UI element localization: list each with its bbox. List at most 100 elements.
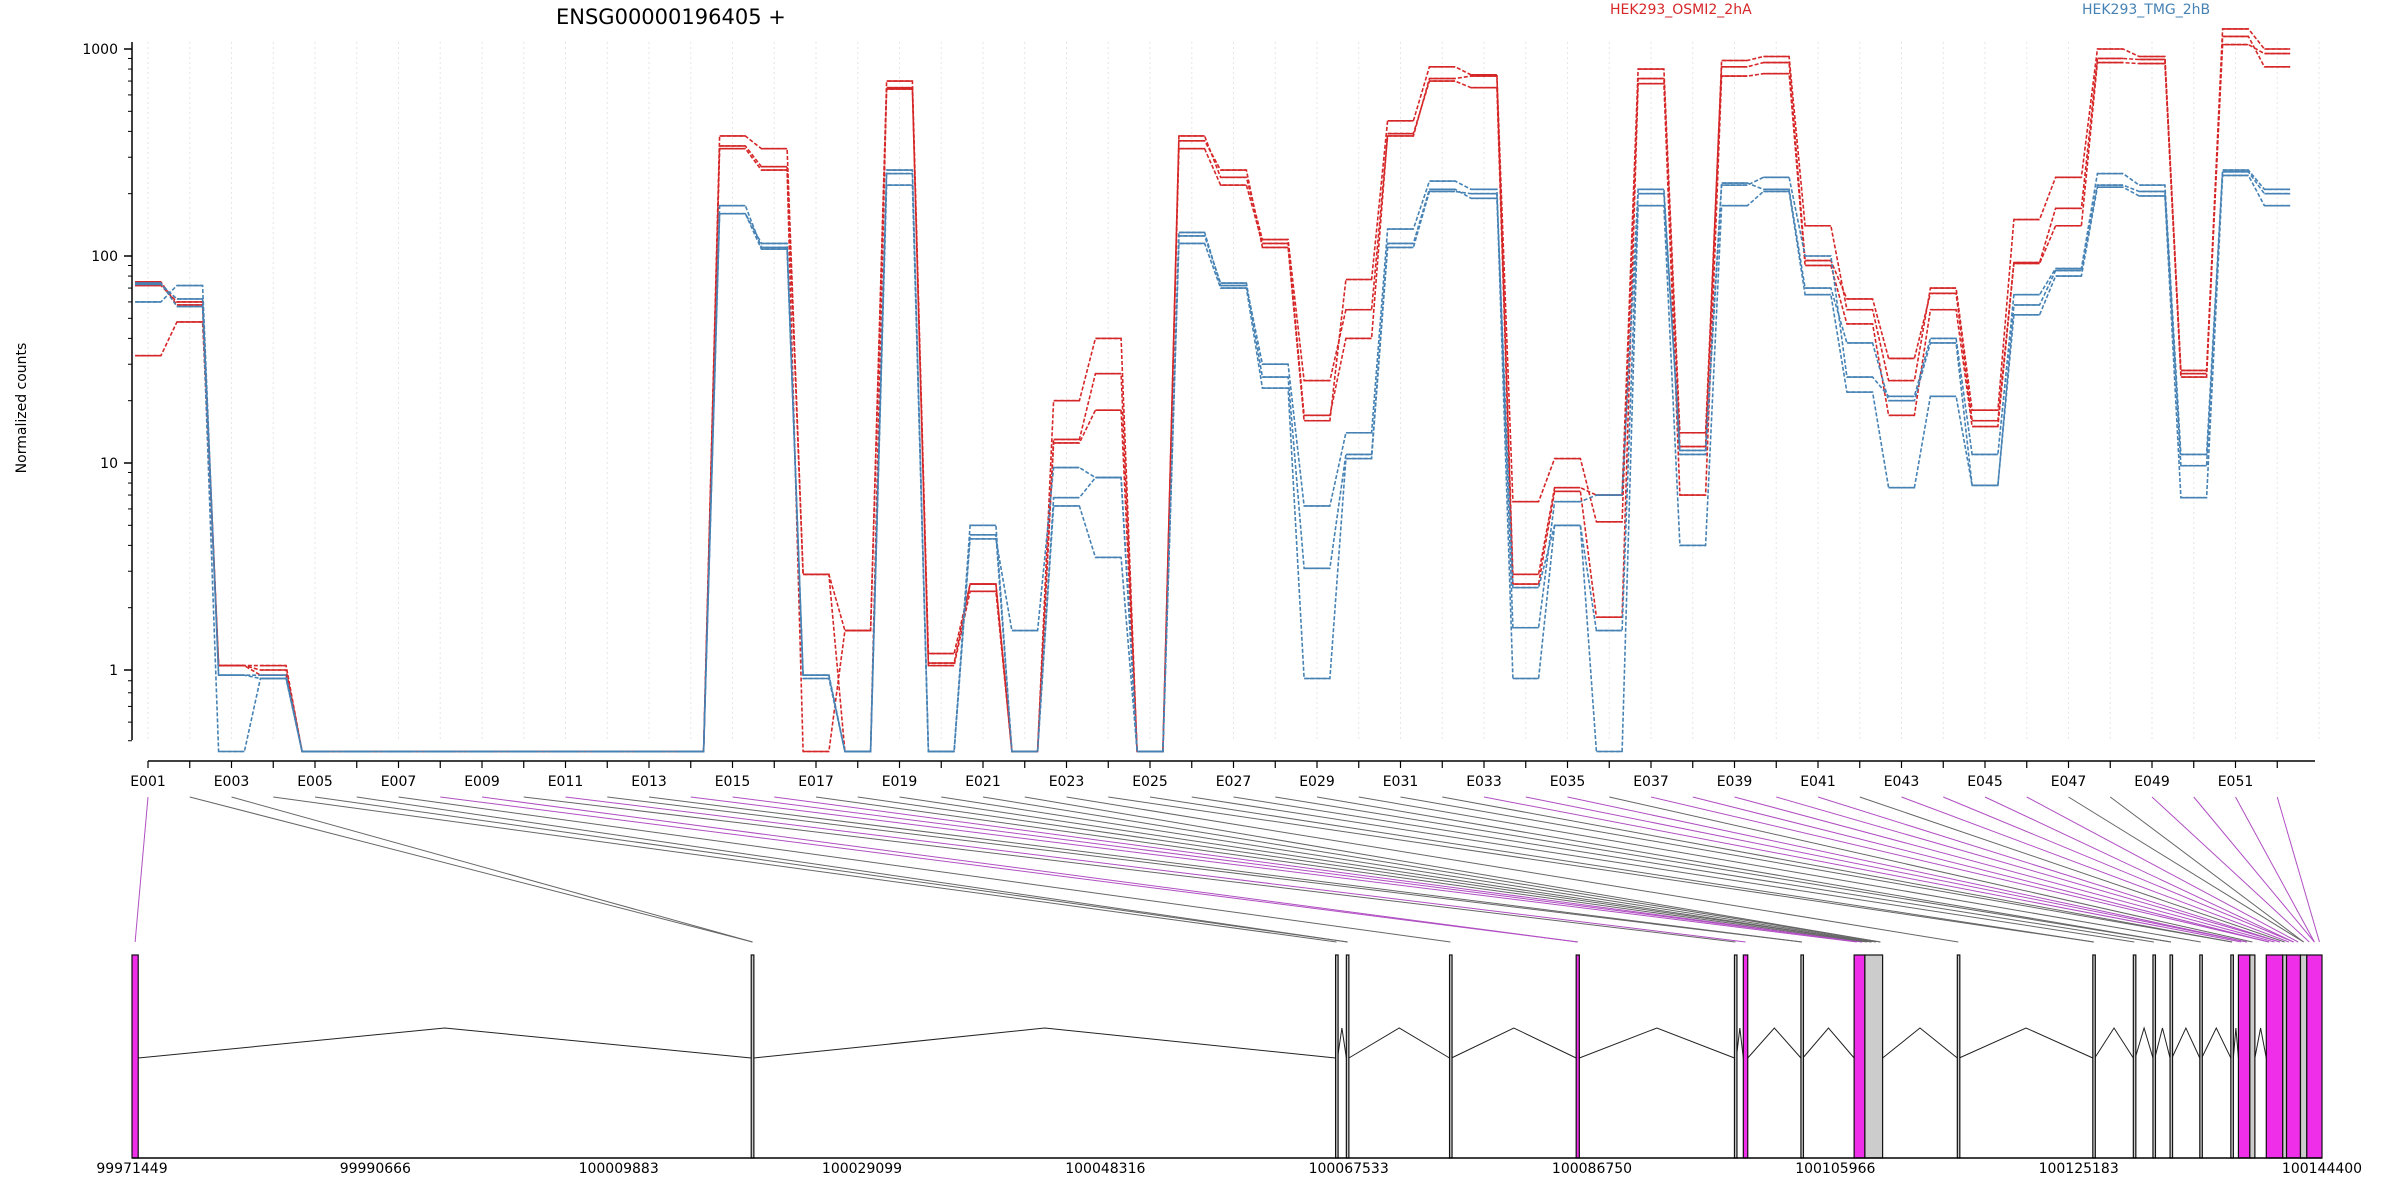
exon-block-highlighted <box>1575 954 1580 1159</box>
exon-block <box>1800 954 1805 1159</box>
intron-line <box>1579 1027 1735 1059</box>
x-tick-label: E039 <box>1717 774 1753 790</box>
bin-connector <box>356 796 1348 943</box>
genomic-tick-label: 100144400 <box>2282 1161 2362 1177</box>
bin-connector <box>1817 796 2281 943</box>
exon-block-highlighted <box>2237 954 2251 1159</box>
x-tick-label: E025 <box>1132 774 1168 790</box>
x-tick-label: E011 <box>548 774 584 790</box>
bin-connector <box>565 796 1746 943</box>
legend-entry-tmg: HEK293_TMG_2hB <box>2082 2 2210 18</box>
x-tick-label: E035 <box>1550 774 1586 790</box>
exon-block-highlighted <box>1742 954 1749 1159</box>
intron-line <box>2232 1027 2239 1059</box>
bin-connector <box>815 796 1868 943</box>
bin-connector <box>648 796 1802 943</box>
intron-line <box>1348 1027 1450 1059</box>
bin-connector <box>1734 796 2275 943</box>
chart-title: ENSG00000196405 + <box>556 5 786 29</box>
bin-connector <box>2109 796 2304 943</box>
series-line <box>135 28 2291 753</box>
y-tick-label: 1 <box>109 663 118 679</box>
intron-line <box>138 1027 752 1059</box>
x-tick-label: E013 <box>631 774 667 790</box>
y-axis-label: Normalized counts <box>14 343 30 474</box>
genomic-tick-label: 100048316 <box>1065 1161 1145 1177</box>
intron-line <box>753 1027 1336 1059</box>
gene-model <box>131 954 2323 1159</box>
bin-connector <box>398 796 1451 943</box>
exon-bin-axis: E001 E003 E005 E007 E009 E011 E013 E015 E017 E019… <box>130 760 2315 790</box>
exon-block <box>750 954 755 1159</box>
bin-connector <box>1400 796 2233 943</box>
x-tick-label: E047 <box>2051 774 2087 790</box>
bin-connector <box>1650 796 2270 943</box>
bin-connector <box>2151 796 2310 943</box>
exon-block-highlighted <box>2306 954 2323 1159</box>
series-line <box>135 174 2291 753</box>
x-tick-label: E051 <box>2218 774 2254 790</box>
bin-connector <box>982 796 1881 943</box>
exon-block <box>2230 954 2234 1159</box>
series-line <box>135 35 2291 753</box>
bin-connector <box>2276 796 2320 943</box>
series-lines <box>135 28 2291 753</box>
bin-connector <box>774 796 1863 943</box>
series-line <box>135 43 2291 753</box>
grid-lines <box>147 42 2320 740</box>
x-tick-label: E015 <box>715 774 751 790</box>
exon-block <box>1345 954 1350 1159</box>
exon-block <box>2199 954 2203 1159</box>
series-line <box>135 169 2291 753</box>
x-tick-label: E027 <box>1216 774 1252 790</box>
bin-connector <box>1233 796 2154 943</box>
bin-connector <box>1692 796 2270 943</box>
bin-connector <box>1024 796 1881 943</box>
exon-block <box>2299 954 2308 1159</box>
x-tick-label: E023 <box>1049 774 1085 790</box>
exon-block <box>2132 954 2137 1159</box>
bin-connector <box>690 796 1857 943</box>
intron-line <box>2171 1026 2201 1059</box>
bin-connector <box>732 796 1863 943</box>
exon-block <box>2092 954 2096 1159</box>
y-tick-label: 10 <box>100 456 118 472</box>
x-tick-label: E041 <box>1800 774 1836 790</box>
bin-connector <box>1442 796 2233 943</box>
exon-block <box>1733 954 1738 1159</box>
y-tick-label: 1000 <box>82 42 118 58</box>
genomic-tick-label: 100086750 <box>1552 1161 1632 1177</box>
x-tick-label: E009 <box>464 774 500 790</box>
intron-line <box>1336 1027 1347 1059</box>
bin-connector <box>2193 796 2315 943</box>
bin-connector <box>1275 796 2172 943</box>
genomic-tick-label: 100009883 <box>579 1161 659 1177</box>
x-tick-label: E043 <box>1884 774 1920 790</box>
bin-connector <box>481 796 1578 943</box>
bin-connector <box>2235 796 2315 943</box>
genomic-tick-label: 100105966 <box>1795 1161 1875 1177</box>
bin-connector <box>440 796 1578 943</box>
genomic-tick-label: 99971449 <box>96 1161 167 1177</box>
bin-connector <box>273 796 1337 943</box>
intron-line <box>1451 1027 1577 1059</box>
bin-connector <box>314 796 1348 943</box>
exon-block-highlighted <box>1853 954 1866 1159</box>
x-tick-label: E001 <box>130 774 166 790</box>
x-tick-label: E017 <box>798 774 834 790</box>
x-tick-label: E049 <box>2134 774 2170 790</box>
intron-line <box>1959 1027 2094 1059</box>
bin-connector <box>1483 796 2242 943</box>
intron-line <box>2094 1027 2134 1059</box>
x-tick-label: E045 <box>1967 774 2003 790</box>
bin-connector <box>857 796 1872 943</box>
genomic-tick-label: 100029099 <box>822 1161 902 1177</box>
exon-block <box>1864 954 1884 1159</box>
bin-connector <box>134 796 149 943</box>
x-tick-label: E031 <box>1383 774 1419 790</box>
genomic-tick-label: 100125183 <box>2039 1161 2119 1177</box>
genomic-tick-label: 100067533 <box>1309 1161 1389 1177</box>
bin-connector <box>1859 796 2285 943</box>
x-tick-label: E033 <box>1466 774 1502 790</box>
x-tick-label: E003 <box>214 774 250 790</box>
